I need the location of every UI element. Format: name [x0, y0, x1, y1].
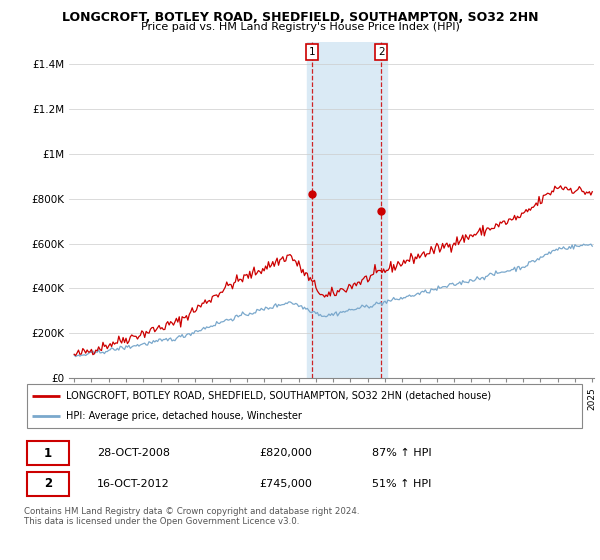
Text: LONGCROFT, BOTLEY ROAD, SHEDFIELD, SOUTHAMPTON, SO32 2HN: LONGCROFT, BOTLEY ROAD, SHEDFIELD, SOUTH…	[62, 11, 538, 24]
Text: 2: 2	[44, 477, 52, 491]
Text: £745,000: £745,000	[260, 479, 313, 489]
Text: 16-OCT-2012: 16-OCT-2012	[97, 479, 170, 489]
Text: LONGCROFT, BOTLEY ROAD, SHEDFIELD, SOUTHAMPTON, SO32 2HN (detached house): LONGCROFT, BOTLEY ROAD, SHEDFIELD, SOUTH…	[66, 391, 491, 401]
Text: Contains HM Land Registry data © Crown copyright and database right 2024.
This d: Contains HM Land Registry data © Crown c…	[24, 507, 359, 526]
Text: 2: 2	[378, 47, 385, 57]
Text: £820,000: £820,000	[260, 448, 313, 458]
FancyBboxPatch shape	[27, 385, 582, 427]
Bar	[307, 42, 387, 378]
Text: 1: 1	[309, 47, 316, 57]
Text: 28-OCT-2008: 28-OCT-2008	[97, 448, 170, 458]
Text: 87% ↑ HPI: 87% ↑ HPI	[372, 448, 431, 458]
FancyBboxPatch shape	[27, 472, 69, 496]
Text: HPI: Average price, detached house, Winchester: HPI: Average price, detached house, Winc…	[66, 411, 302, 421]
Text: 51% ↑ HPI: 51% ↑ HPI	[372, 479, 431, 489]
Text: Price paid vs. HM Land Registry's House Price Index (HPI): Price paid vs. HM Land Registry's House …	[140, 22, 460, 32]
FancyBboxPatch shape	[27, 441, 69, 465]
Text: 1: 1	[44, 446, 52, 460]
